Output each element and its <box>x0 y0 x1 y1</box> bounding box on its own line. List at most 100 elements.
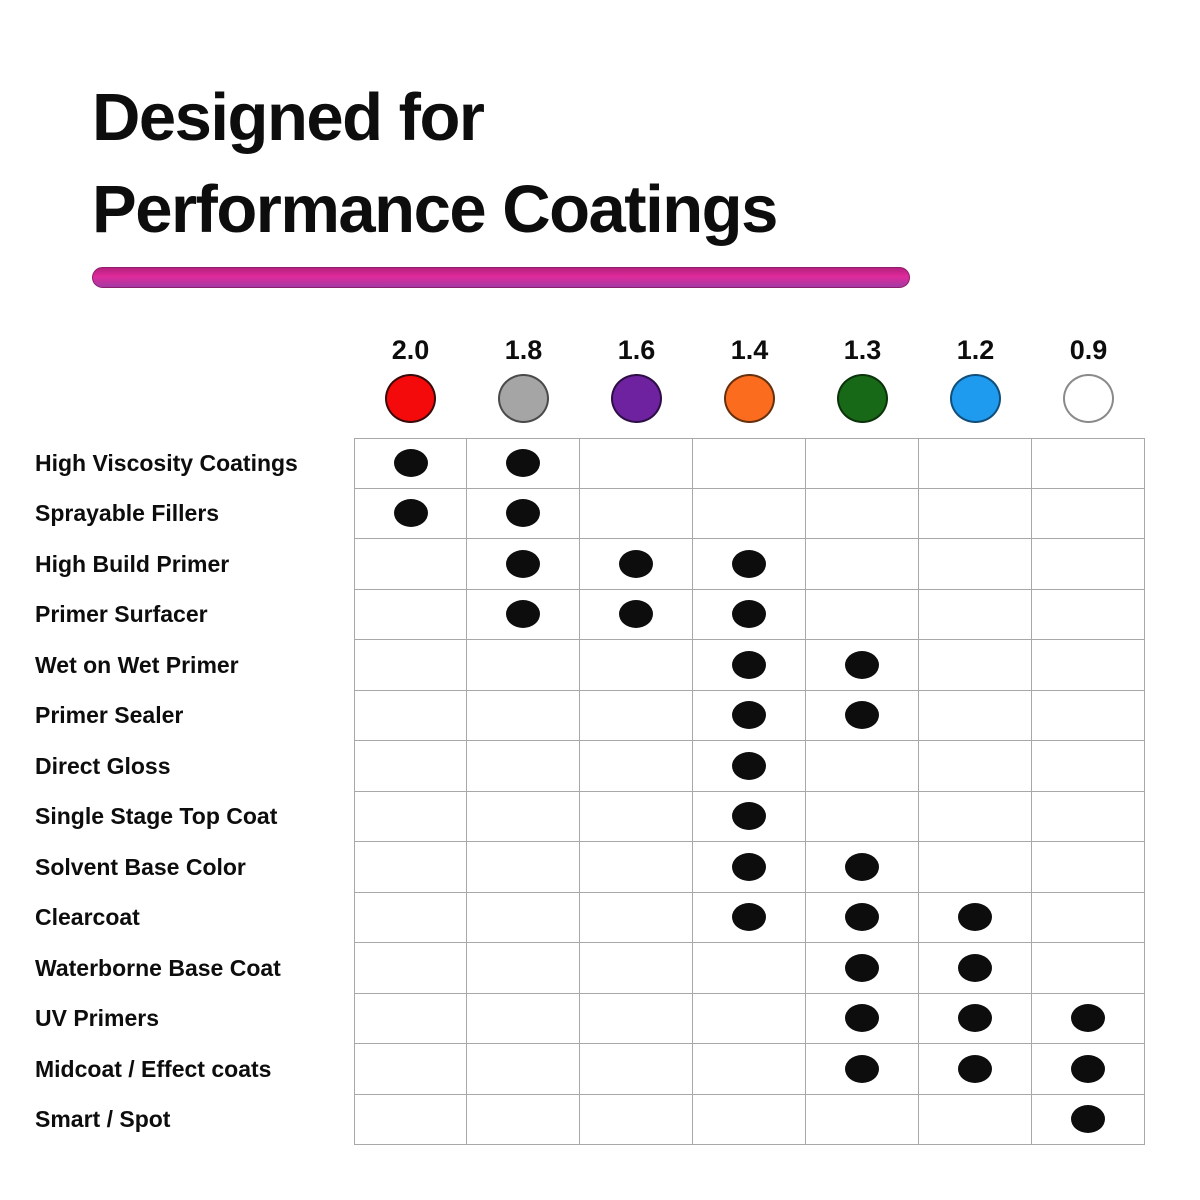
matrix-cell <box>1032 943 1145 994</box>
title-underline <box>92 267 910 288</box>
matrix-cell <box>580 1094 693 1145</box>
matrix-cell <box>580 791 693 842</box>
table-row: Smart / Spot <box>35 1094 1145 1145</box>
matrix-cell <box>467 842 580 893</box>
matrix-cell <box>806 1094 919 1145</box>
matrix-cell <box>1032 892 1145 943</box>
matrix-cell <box>354 943 467 994</box>
matrix-cell <box>467 791 580 842</box>
matrix-cell <box>354 589 467 640</box>
matrix-cell <box>919 993 1032 1044</box>
matrix-cell <box>580 690 693 741</box>
compatibility-dot <box>732 701 766 730</box>
compatibility-dot <box>506 600 540 629</box>
matrix-cell <box>580 488 693 539</box>
row-label: Direct Gloss <box>35 752 171 779</box>
matrix-cell <box>693 589 806 640</box>
matrix-cell <box>354 640 467 691</box>
matrix-cell <box>919 791 1032 842</box>
matrix-cell <box>693 690 806 741</box>
compatibility-dot <box>958 953 992 982</box>
compatibility-dot <box>732 903 766 932</box>
tip-size-column-header: 1.2 <box>919 332 1032 438</box>
matrix-cell <box>1032 488 1145 539</box>
matrix-cell <box>693 892 806 943</box>
matrix-cell <box>919 589 1032 640</box>
tip-size-label: 1.6 <box>617 335 656 365</box>
matrix-cell <box>354 539 467 590</box>
matrix-cell <box>806 438 919 489</box>
matrix-cell <box>919 690 1032 741</box>
compatibility-dot <box>619 549 653 578</box>
compatibility-dot <box>732 751 766 780</box>
matrix-cell <box>693 791 806 842</box>
row-label: High Viscosity Coatings <box>35 449 298 476</box>
tip-size-column-header: 1.3 <box>806 332 919 438</box>
matrix-cell <box>467 488 580 539</box>
table-row: Midcoat / Effect coats <box>35 1044 1145 1095</box>
row-label: Primer Surfacer <box>35 601 208 628</box>
compatibility-dot <box>619 600 653 629</box>
matrix-cell <box>467 690 580 741</box>
tip-size-label: 1.8 <box>504 335 543 365</box>
tip-size-label: 1.4 <box>730 335 769 365</box>
matrix-cell <box>580 741 693 792</box>
matrix-cell <box>1032 993 1145 1044</box>
matrix-cell <box>354 690 467 741</box>
table-row: Clearcoat <box>35 892 1145 943</box>
matrix-cell <box>806 892 919 943</box>
compatibility-dot <box>393 499 428 528</box>
tip-size-header: 2.0 1.8 1.6 1.4 1.3 1.2 0.9 <box>35 332 1145 438</box>
matrix-cell <box>1032 741 1145 792</box>
tip-size-column-header: 1.8 <box>467 332 580 438</box>
matrix-cell <box>1032 640 1145 691</box>
matrix-cell <box>919 943 1032 994</box>
compatibility-dot <box>393 449 428 478</box>
matrix-cell <box>467 589 580 640</box>
tip-size-label: 2.0 <box>391 335 430 365</box>
matrix-cell <box>354 1044 467 1095</box>
tip-size-column-header: 1.4 <box>693 332 806 438</box>
matrix-cell <box>354 488 467 539</box>
row-label: High Build Primer <box>35 550 230 577</box>
matrix-cell <box>693 438 806 489</box>
row-label: Solvent Base Color <box>35 853 246 880</box>
table-row: Waterborne Base Coat <box>35 943 1145 994</box>
matrix-cell <box>1032 690 1145 741</box>
matrix-cell <box>806 589 919 640</box>
header-spacer <box>35 332 354 438</box>
matrix-cell <box>693 539 806 590</box>
row-label: Primer Sealer <box>35 702 184 729</box>
tip-size-column-header: 2.0 <box>354 332 467 438</box>
table-row: Single Stage Top Coat <box>35 791 1145 842</box>
compatibility-dot <box>732 650 766 679</box>
table-row: Primer Surfacer <box>35 589 1145 640</box>
matrix-cell <box>467 539 580 590</box>
matrix-cell <box>806 791 919 842</box>
table-row: Solvent Base Color <box>35 842 1145 893</box>
matrix-cell <box>580 943 693 994</box>
matrix-cell <box>693 943 806 994</box>
matrix-cell <box>580 993 693 1044</box>
tip-color-dot-purple <box>611 374 662 423</box>
table-row: Direct Gloss <box>35 741 1145 792</box>
compatibility-dot <box>958 1004 992 1033</box>
matrix-cell <box>354 993 467 1044</box>
table-row: High Viscosity Coatings <box>35 438 1145 489</box>
matrix-cell <box>1032 539 1145 590</box>
tip-size-column-header: 0.9 <box>1032 332 1145 438</box>
row-label: Smart / Spot <box>35 1106 171 1133</box>
row-label: Midcoat / Effect coats <box>35 1055 272 1082</box>
matrix-cell <box>354 892 467 943</box>
matrix-cell <box>580 589 693 640</box>
row-label: Waterborne Base Coat <box>35 954 281 981</box>
matrix-cell <box>693 640 806 691</box>
matrix-cell <box>919 1094 1032 1145</box>
matrix-cell <box>354 741 467 792</box>
matrix-cell <box>1032 589 1145 640</box>
matrix-cell <box>806 741 919 792</box>
matrix-cell <box>467 993 580 1044</box>
matrix-cell <box>919 539 1032 590</box>
compatibility-dot <box>845 701 879 730</box>
